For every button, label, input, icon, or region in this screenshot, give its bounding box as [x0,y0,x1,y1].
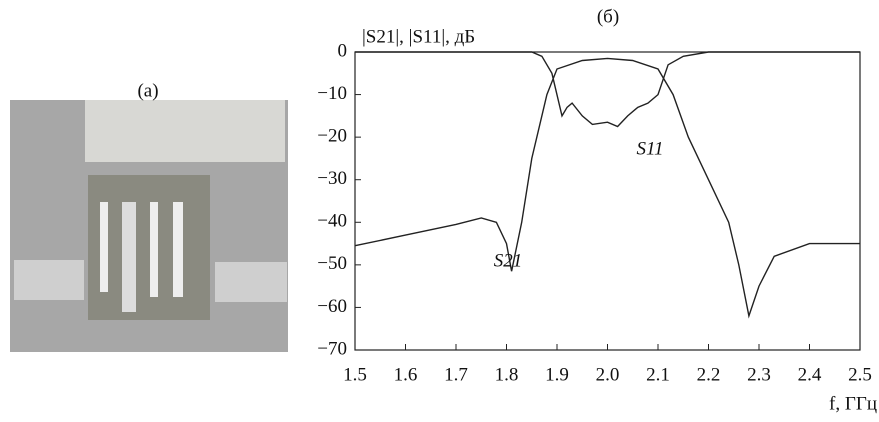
x-tick-label: 2.5 [848,364,872,385]
series-line [354,57,860,319]
x-axis-label: f, ГГц [829,393,877,414]
series-label: S21 [494,250,523,271]
y-tick-label: −70 [317,338,347,359]
x-tick-label: 2.2 [697,364,721,385]
x-tick-label: 2.4 [798,364,822,385]
x-tick-label: 1.6 [394,364,418,385]
y-tick-label: 0 [338,40,348,61]
series-line [355,51,860,128]
x-tick-label: 1.9 [545,364,569,385]
x-tick-label: 1.5 [343,364,367,385]
plot-frame [354,51,861,351]
chart-title: (б) [597,6,619,27]
photo [10,100,288,352]
y-tick-label: −10 [317,83,347,104]
panel-label: (а) [137,80,158,101]
y-tick-label: −50 [317,253,347,274]
y-tick-label: −40 [317,211,347,232]
x-tick-label: 2.3 [747,364,771,385]
y-tick-label: −20 [317,126,347,147]
x-tick-label: 1.8 [495,364,519,385]
x-tick-label: 2.1 [646,364,670,385]
x-tick-label: 1.7 [444,364,468,385]
y-tick-label: −30 [317,168,347,189]
x-tick-label: 2.0 [596,364,620,385]
series-label: S11 [636,138,663,159]
y-tick-label: −60 [317,296,347,317]
y-axis-label: |S21|, |S11|, дБ [362,26,475,47]
